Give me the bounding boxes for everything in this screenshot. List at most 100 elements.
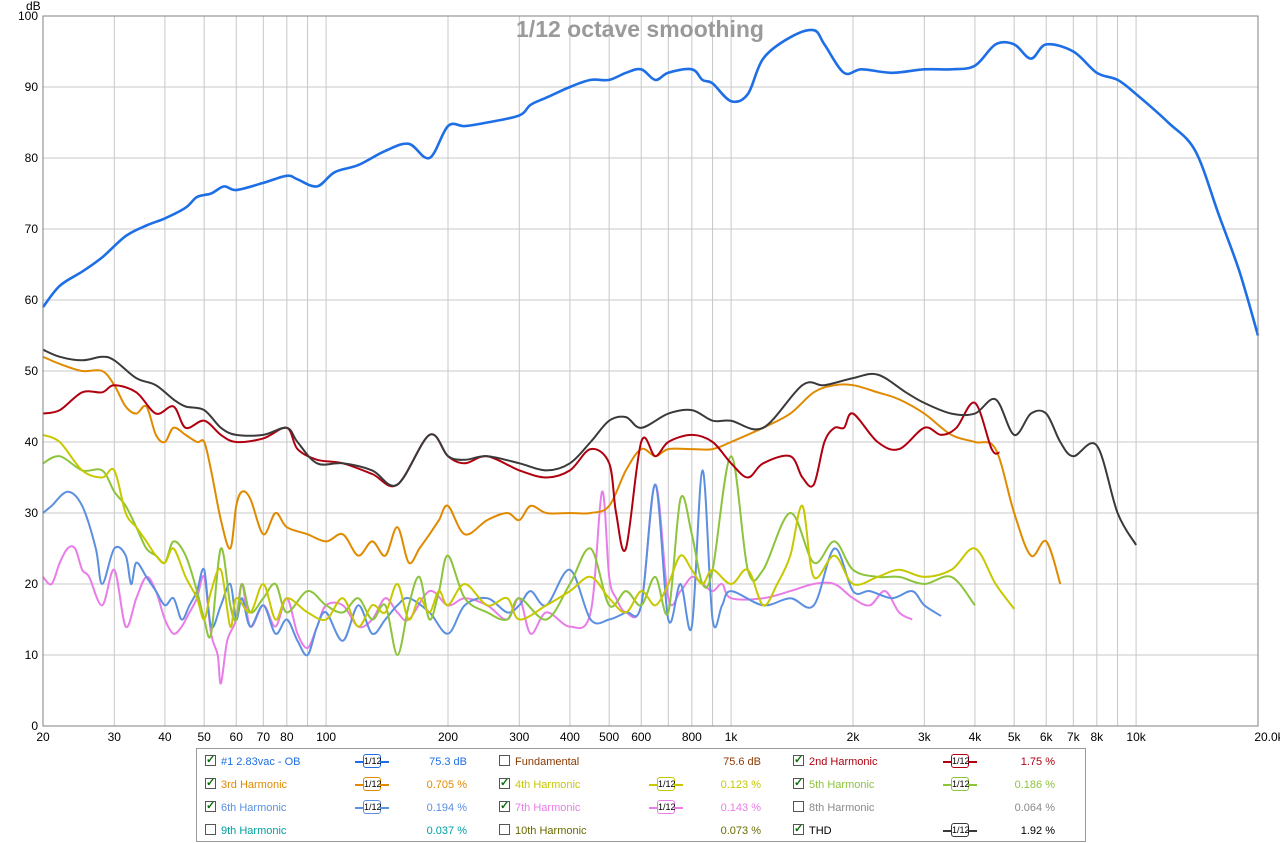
legend-checkbox[interactable] — [499, 799, 510, 812]
smoothing-button[interactable]: 1/12 — [943, 822, 977, 838]
smoothing-button[interactable]: 1/12 — [355, 753, 389, 769]
smoothing-label: 1/12 — [951, 823, 970, 837]
y-tick-label: 90 — [25, 80, 39, 94]
legend-label: #1 2.83vac - OB — [221, 756, 301, 768]
smoothing-label: 1/12 — [951, 777, 970, 791]
x-tick-label: 500 — [599, 730, 619, 744]
legend-label: 3rd Harmonic — [221, 779, 288, 791]
legend-checkbox[interactable] — [793, 776, 804, 789]
y-tick-label: 70 — [25, 222, 39, 236]
legend-value: 75.6 dB — [723, 756, 761, 768]
y-tick-label: 80 — [25, 151, 39, 165]
smoothing-label: 1/12 — [951, 754, 970, 768]
legend-value: 0.143 % — [720, 802, 761, 814]
chart-title: 1/12 octave smoothing — [516, 16, 764, 42]
legend-label: 6th Harmonic — [221, 802, 287, 814]
legend-value: 0.037 % — [426, 825, 467, 837]
legend-value: 0.186 % — [1014, 779, 1055, 791]
legend-checkbox[interactable] — [205, 824, 216, 835]
frequency-response-chart: 0 10 20 30 40 50 60 70 80 90 100 20 30 40 50 60 70 80 100 2… — [18, 0, 1280, 744]
x-tick-label: 8k — [1090, 730, 1104, 744]
smoothing-button[interactable]: 1/12 — [355, 776, 389, 792]
series-line-4th-harmonic — [42, 433, 1016, 628]
x-tick-label: 30 — [108, 730, 122, 744]
legend-value: 1.92 % — [1020, 825, 1055, 837]
smoothing-label: 1/12 — [363, 800, 382, 814]
smoothing-button[interactable]: 1/12 — [649, 799, 683, 815]
legend-value: 0.194 % — [426, 802, 467, 814]
series-line-3rd-harmonic — [42, 355, 1062, 585]
x-tick-label: 70 — [257, 730, 271, 744]
x-tick-label: 600 — [631, 730, 651, 744]
legend-checkbox[interactable] — [793, 753, 804, 766]
x-tick-label: 5k — [1008, 730, 1022, 744]
legend-row: #1 2.83vac - OB 1/12 75.3 dB Fundamental 75.… — [197, 751, 1085, 774]
y-tick-label: 100 — [18, 9, 38, 23]
legend-checkbox[interactable] — [205, 776, 216, 789]
legend-panel: #1 2.83vac - OB 1/12 75.3 dB Fundamental 75.… — [196, 748, 1086, 842]
plot-grid — [42, 15, 1259, 727]
x-tick-label: 400 — [560, 730, 580, 744]
y-tick-label: 40 — [25, 435, 39, 449]
y-tick-label: 60 — [25, 293, 39, 307]
x-tick-label: 40 — [158, 730, 172, 744]
smoothing-button[interactable]: 1/12 — [355, 799, 389, 815]
plot-frame — [42, 15, 1259, 727]
x-tick-label: 7k — [1067, 730, 1081, 744]
series-line-thd — [42, 348, 1137, 546]
plot-series — [41, 28, 1260, 685]
legend-label: 2nd Harmonic — [809, 756, 878, 768]
legend-checkbox[interactable] — [499, 824, 510, 835]
x-tick-label: 80 — [280, 730, 294, 744]
x-tick-label: 60 — [230, 730, 244, 744]
smoothing-label: 1/12 — [363, 777, 382, 791]
x-tick-label: 1k — [725, 730, 739, 744]
legend-label: 4th Harmonic — [515, 779, 581, 791]
x-tick-label: 3k — [918, 730, 932, 744]
legend-checkbox[interactable] — [499, 776, 510, 789]
legend-value: 0.073 % — [720, 825, 761, 837]
y-tick-label: 50 — [25, 364, 39, 378]
legend-label: 10th Harmonic — [515, 825, 587, 837]
y-tick-label: 20 — [25, 577, 39, 591]
x-tick-label: 6k — [1040, 730, 1054, 744]
series-line-1-2-83vac-ob — [41, 28, 1260, 336]
x-tick-label: 100 — [316, 730, 336, 744]
x-tick-label: 300 — [509, 730, 529, 744]
legend-checkbox[interactable] — [793, 822, 804, 835]
smoothing-button[interactable]: 1/12 — [943, 776, 977, 792]
smoothing-label: 1/12 — [657, 800, 676, 814]
x-tick-label: 50 — [197, 730, 211, 744]
x-tick-label: 20.0k Hz — [1254, 730, 1280, 744]
smoothing-label: 1/12 — [363, 754, 382, 768]
legend-checkbox[interactable] — [499, 755, 510, 766]
legend-row: 3rd Harmonic 1/12 0.705 % 4th Harmonic 1/12 0… — [197, 774, 1085, 797]
legend-checkbox[interactable] — [205, 753, 216, 766]
legend-label: THD — [809, 825, 832, 837]
smoothing-button[interactable]: 1/12 — [943, 753, 977, 769]
x-tick-label: 4k — [969, 730, 983, 744]
legend-label: 8th Harmonic — [809, 802, 875, 814]
plot-axes: 0 10 20 30 40 50 60 70 80 90 100 20 30 40 50 60 70 80 100 2… — [18, 9, 1280, 744]
legend-value: 0.064 % — [1014, 802, 1055, 814]
x-tick-label: 20 — [36, 730, 50, 744]
smoothing-label: 1/12 — [657, 777, 676, 791]
y-tick-label: 10 — [25, 648, 39, 662]
legend-checkbox[interactable] — [205, 799, 216, 812]
series-line-5th-harmonic — [42, 455, 976, 656]
legend-value: 1.75 % — [1020, 756, 1055, 768]
x-tick-label: 2k — [847, 730, 861, 744]
legend-label: 5th Harmonic — [809, 779, 875, 791]
smoothing-button[interactable]: 1/12 — [649, 776, 683, 792]
legend-value: 0.123 % — [720, 779, 761, 791]
series-line-2nd-harmonic — [42, 384, 1000, 552]
legend-label: 7th Harmonic — [515, 802, 581, 814]
legend-label: 9th Harmonic — [221, 825, 287, 837]
legend-value: 0.705 % — [426, 779, 467, 791]
y-tick-label: 0 — [31, 719, 38, 733]
legend-row: 9th Harmonic 0.037 % 10th Harmonic 0.073 % T… — [197, 820, 1085, 843]
x-tick-label: 200 — [438, 730, 458, 744]
legend-row: 6th Harmonic 1/12 0.194 % 7th Harmonic 1/12 0… — [197, 797, 1085, 820]
y-tick-label: 30 — [25, 506, 39, 520]
legend-checkbox[interactable] — [793, 801, 804, 812]
